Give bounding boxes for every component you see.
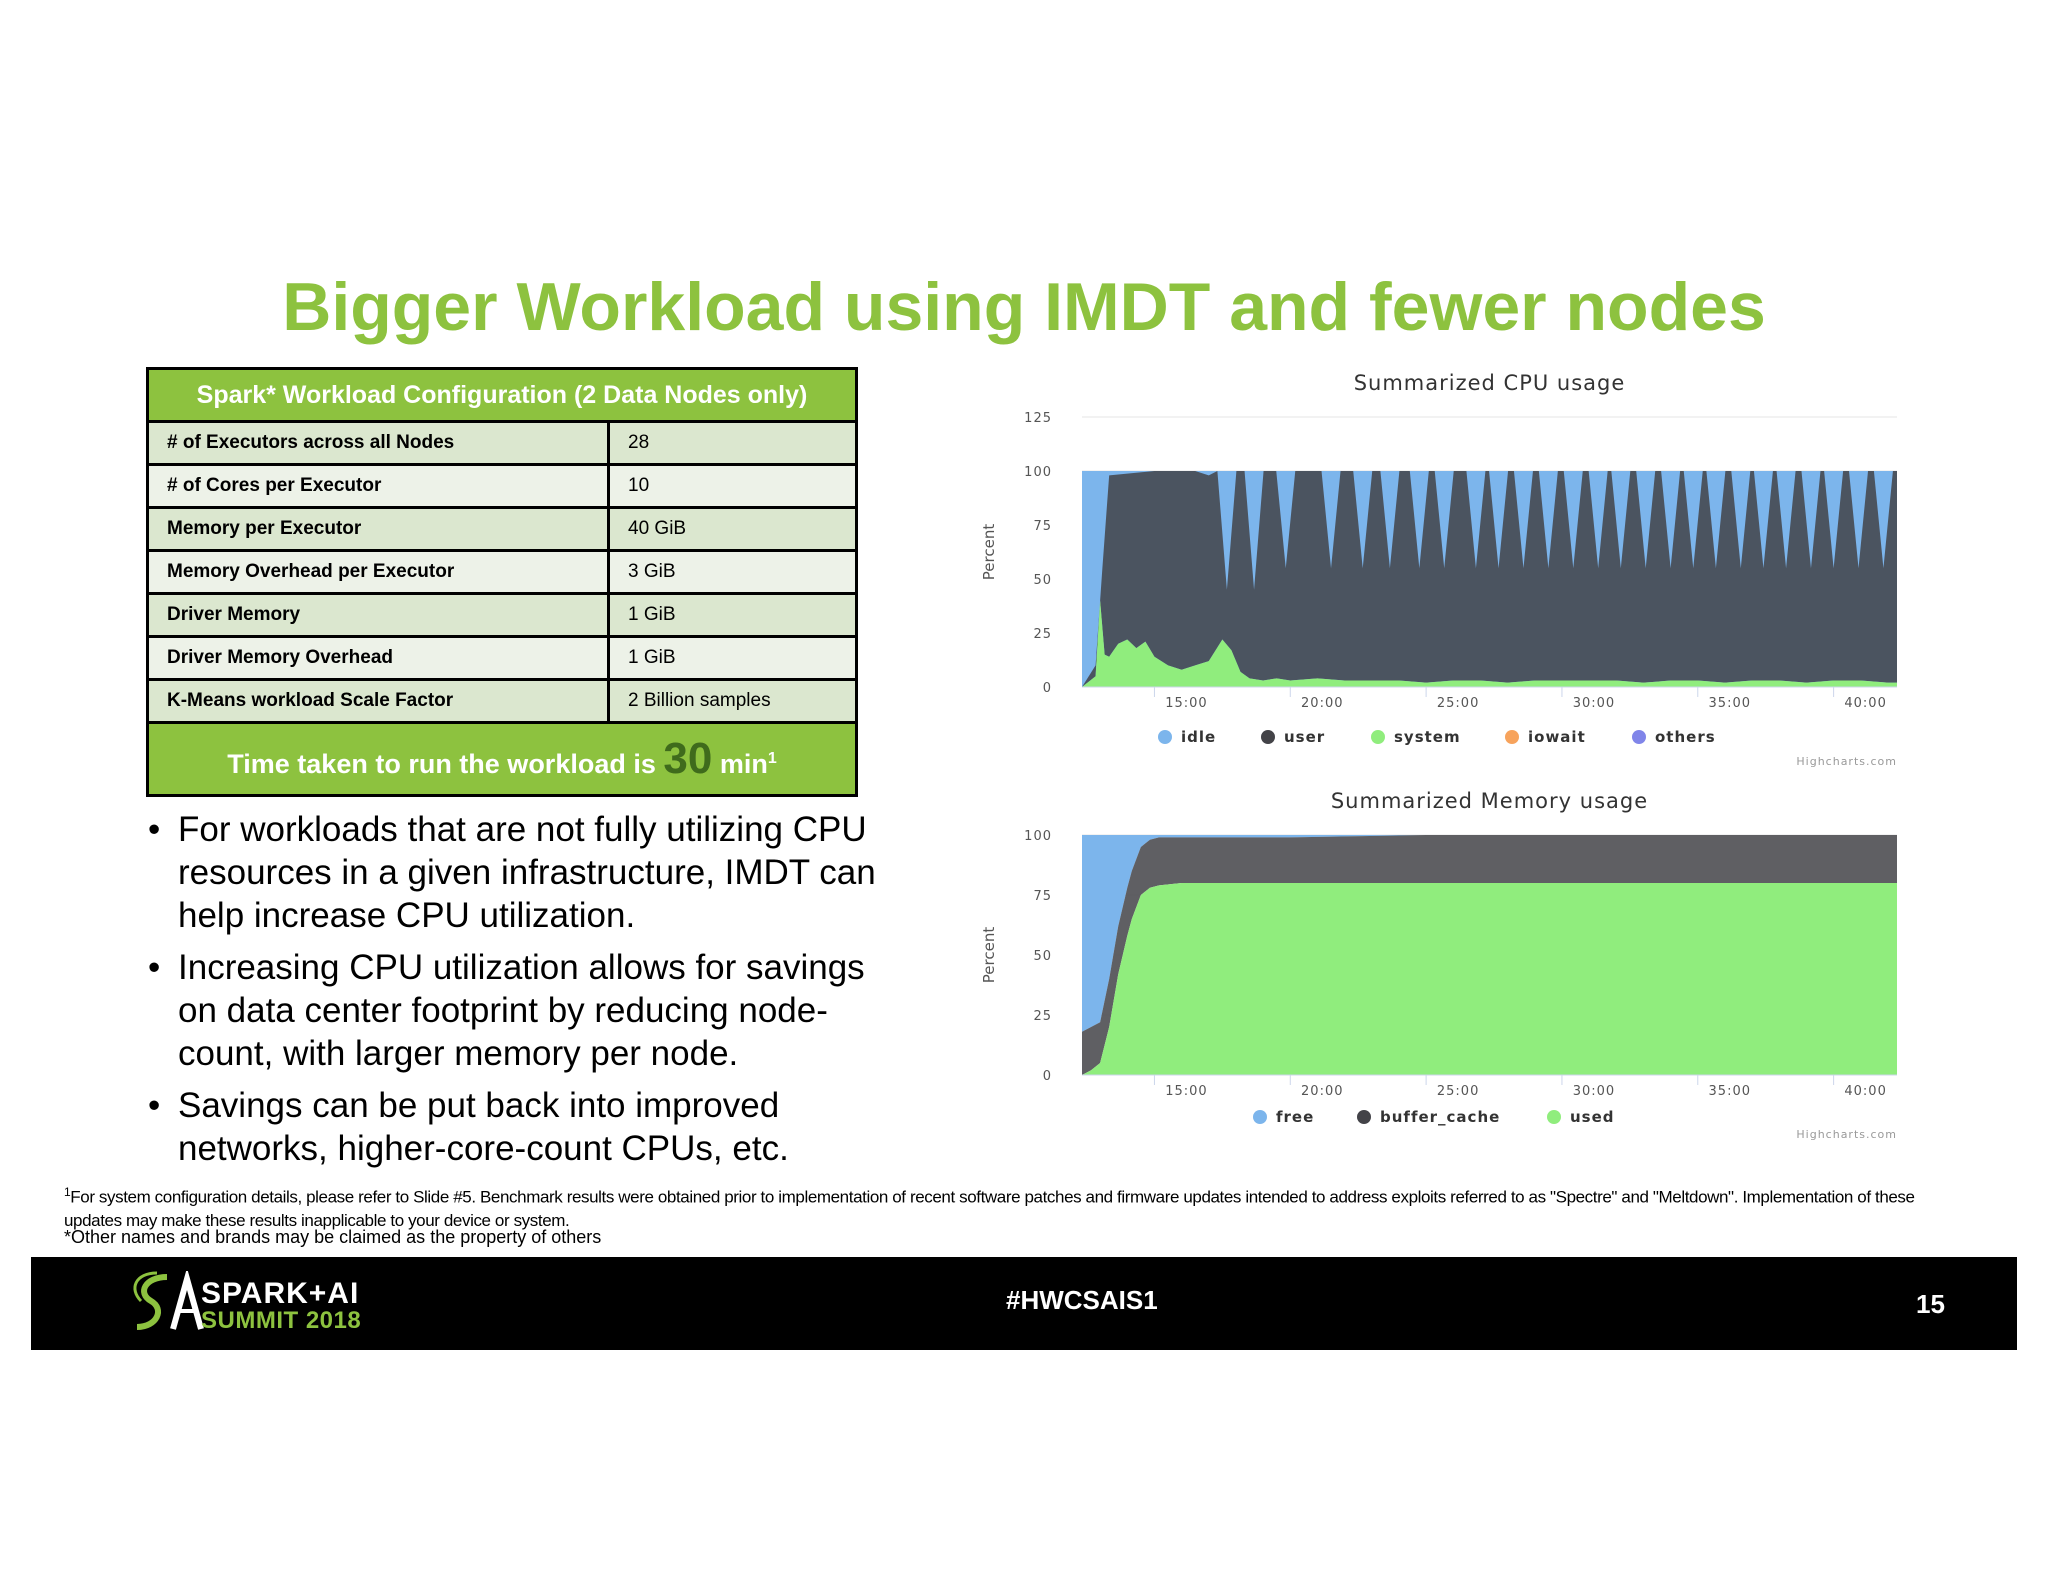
x-tick-label: 40:00 xyxy=(1844,696,1886,711)
legend-item-idle: idle xyxy=(1181,728,1216,746)
row-key: # of Cores per Executor xyxy=(146,463,610,509)
y-tick-label: 75 xyxy=(1033,519,1052,534)
legend-item-others: others xyxy=(1655,728,1716,746)
user-area xyxy=(1082,471,1897,687)
result-unit: min xyxy=(712,749,768,779)
table-row: Driver Memory 1 GiB xyxy=(146,592,858,638)
legend-marker xyxy=(1371,730,1385,744)
result-footnote-marker: 1 xyxy=(767,750,777,767)
used-area xyxy=(1082,883,1897,1075)
legend-marker xyxy=(1547,1110,1561,1124)
y-tick-label: 100 xyxy=(1024,465,1052,480)
trademark-note: *Other names and brands may be claimed a… xyxy=(64,1227,602,1247)
legend-marker xyxy=(1357,1110,1371,1124)
x-tick-label: 15:00 xyxy=(1165,696,1207,711)
footnote-text: For system configuration details, please… xyxy=(64,1187,1915,1230)
y-tick-label: 50 xyxy=(1033,949,1052,964)
row-value: 2 Billion samples xyxy=(607,678,858,724)
page-number: 15 xyxy=(1916,1289,1945,1319)
slide-title: Bigger Workload using IMDT and fewer nod… xyxy=(282,269,1766,345)
x-tick-label: 15:00 xyxy=(1165,1084,1207,1099)
chart-credit: Highcharts.com xyxy=(1796,1128,1897,1141)
legend-item-iowait: iowait xyxy=(1528,728,1586,746)
row-value: 3 GiB xyxy=(607,549,858,595)
y-tick-label: 0 xyxy=(1043,1069,1052,1084)
system-area xyxy=(1082,600,1897,687)
hashtag: #HWCSAIS1 xyxy=(1006,1285,1158,1315)
legend-item-buffer_cache: buffer_cache xyxy=(1380,1108,1500,1126)
row-value: 28 xyxy=(607,420,858,466)
bullet-item: Savings can be put back into improved ne… xyxy=(148,1084,908,1170)
workload-time-result: Time taken to run the workload is 30 min… xyxy=(146,721,858,797)
table-row: Memory per Executor 40 GiB xyxy=(146,506,858,552)
x-tick-label: 35:00 xyxy=(1709,696,1751,711)
row-key: Driver Memory Overhead xyxy=(146,635,610,681)
footnote-marker: 1 xyxy=(64,1185,71,1199)
legend-marker xyxy=(1261,730,1275,744)
plot-area xyxy=(1082,471,1897,687)
row-value: 1 GiB xyxy=(607,592,858,638)
y-tick-label: 0 xyxy=(1043,681,1052,696)
table-row: Memory Overhead per Executor 3 GiB xyxy=(146,549,858,595)
legend-item-free: free xyxy=(1276,1108,1314,1126)
table-row: Driver Memory Overhead 1 GiB xyxy=(146,635,858,681)
table-row: # of Executors across all Nodes 28 xyxy=(146,420,858,466)
x-tick-label: 20:00 xyxy=(1301,696,1343,711)
y-tick-label: 75 xyxy=(1033,889,1052,904)
row-value: 1 GiB xyxy=(607,635,858,681)
row-value: 10 xyxy=(607,463,858,509)
config-table: Spark* Workload Configuration (2 Data No… xyxy=(146,367,858,797)
x-tick-label: 30:00 xyxy=(1573,696,1615,711)
legend-marker xyxy=(1632,730,1646,744)
config-table-header: Spark* Workload Configuration (2 Data No… xyxy=(146,367,858,423)
spark-ai-logo-icon xyxy=(133,1271,204,1330)
legend-item-system: system xyxy=(1394,728,1461,746)
logo-line2: SUMMIT 2018 xyxy=(201,1307,362,1334)
bullet-list: For workloads that are not fully utilizi… xyxy=(148,808,908,1179)
table-row: # of Cores per Executor 10 xyxy=(146,463,858,509)
y-tick-label: 25 xyxy=(1033,1009,1052,1024)
memory-usage-chart: Summarized Memory usage 0 25 50 75 100 Percent… xyxy=(980,789,1897,1141)
result-value: 30 xyxy=(663,734,713,783)
x-tick-label: 35:00 xyxy=(1709,1084,1751,1099)
bullet-item: For workloads that are not fully utilizi… xyxy=(148,808,908,937)
chart-title: Summarized Memory usage xyxy=(1331,789,1648,813)
y-axis-label: Percent xyxy=(980,524,998,581)
legend-marker xyxy=(1505,730,1519,744)
x-tick-label: 40:00 xyxy=(1844,1084,1886,1099)
legend-marker xyxy=(1253,1110,1267,1124)
x-tick-label: 25:00 xyxy=(1437,696,1479,711)
legend-item-user: user xyxy=(1284,728,1325,746)
legend-item-used: used xyxy=(1570,1108,1615,1126)
y-axis-label: Percent xyxy=(980,927,998,984)
y-tick-label: 100 xyxy=(1024,829,1052,844)
footer-bar: SPARK+AI SUMMIT 2018 #HWCSAIS1 15 xyxy=(31,1257,2017,1350)
footnote: 1For system configuration details, pleas… xyxy=(64,1181,1964,1232)
row-key: # of Executors across all Nodes xyxy=(146,420,610,466)
chart-title: Summarized CPU usage xyxy=(1354,371,1626,395)
y-tick-label: 50 xyxy=(1033,573,1052,588)
cpu-usage-chart: Summarized CPU usage 0 25 50 75 100 125 Percent… xyxy=(980,371,1897,768)
row-key: Driver Memory xyxy=(146,592,610,638)
bullet-item: Increasing CPU utilization allows for sa… xyxy=(148,946,908,1075)
result-prefix: Time taken to run the workload is xyxy=(227,749,664,779)
row-value: 40 GiB xyxy=(607,506,858,552)
row-key: K-Means workload Scale Factor xyxy=(146,678,610,724)
plot-area xyxy=(1082,835,1897,1075)
table-row: K-Means workload Scale Factor 2 Billion s… xyxy=(146,678,858,724)
y-tick-label: 125 xyxy=(1024,411,1052,426)
chart-credit: Highcharts.com xyxy=(1796,755,1897,768)
logo-line1: SPARK+AI xyxy=(201,1277,360,1310)
x-tick-label: 30:00 xyxy=(1573,1084,1615,1099)
row-key: Memory per Executor xyxy=(146,506,610,552)
x-tick-label: 25:00 xyxy=(1437,1084,1479,1099)
y-tick-label: 25 xyxy=(1033,627,1052,642)
x-tick-label: 20:00 xyxy=(1301,1084,1343,1099)
legend-marker xyxy=(1158,730,1172,744)
row-key: Memory Overhead per Executor xyxy=(146,549,610,595)
